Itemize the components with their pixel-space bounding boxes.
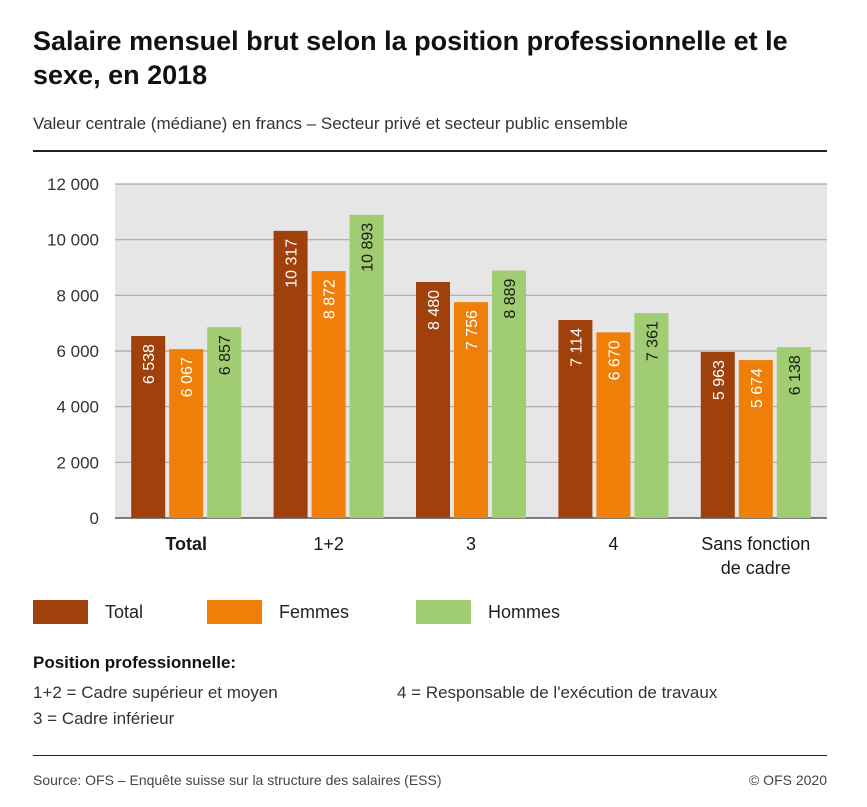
copyright-text: © OFS 2020 bbox=[748, 772, 827, 788]
bar bbox=[492, 270, 526, 518]
bar-value-label: 5 963 bbox=[711, 360, 728, 400]
legend-label-total: Total bbox=[105, 601, 144, 622]
x-tick-label: 4 bbox=[608, 534, 618, 554]
y-tick-label: 12 000 bbox=[47, 175, 99, 194]
bar-value-label: 6 857 bbox=[217, 335, 234, 375]
chart-subtitle: Valeur centrale (médiane) en francs – Se… bbox=[33, 114, 628, 133]
bar bbox=[416, 281, 450, 518]
legend-item-total: Total bbox=[33, 600, 143, 624]
legend-label-femmes: Femmes bbox=[279, 601, 350, 622]
bar-value-label: 7 756 bbox=[464, 310, 481, 350]
bar bbox=[700, 352, 735, 518]
bar bbox=[634, 313, 669, 518]
bar-value-label: 6 670 bbox=[606, 340, 623, 380]
source-text: Source: OFS – Enquête suisse sur la stru… bbox=[33, 772, 442, 788]
note-responsable: 4 = Responsable de l'exécution de travau… bbox=[397, 683, 718, 702]
bar-value-label: 6 138 bbox=[787, 355, 804, 395]
chart-title: Salaire mensuel brut selon la position p… bbox=[33, 26, 788, 90]
legend-swatch-hommes bbox=[416, 600, 471, 624]
bar bbox=[596, 332, 631, 518]
legend-label-hommes: Hommes bbox=[488, 601, 561, 622]
bar bbox=[311, 271, 346, 518]
notes-title: Position professionnelle: bbox=[33, 653, 237, 672]
bar bbox=[273, 230, 308, 518]
y-tick-label: 0 bbox=[90, 509, 99, 528]
bar-value-label: 5 674 bbox=[749, 368, 766, 408]
y-tick-label: 2 000 bbox=[56, 453, 99, 472]
bar bbox=[131, 336, 166, 518]
bar bbox=[558, 319, 593, 518]
bar bbox=[207, 327, 242, 518]
bar-value-label: 8 480 bbox=[426, 290, 443, 330]
x-tick-label: 1+2 bbox=[313, 534, 344, 554]
y-tick-label: 4 000 bbox=[56, 398, 99, 417]
top-divider bbox=[33, 150, 827, 152]
bar-value-label: 8 872 bbox=[322, 279, 339, 319]
bar-value-label: 10 317 bbox=[284, 239, 301, 288]
x-tick-label: Total bbox=[165, 534, 207, 554]
note-cadre-superieur: 1+2 = Cadre supérieur et moyen bbox=[33, 683, 278, 702]
notes-section: Position professionnelle: 1+2 = Cadre su… bbox=[33, 653, 833, 728]
legend-item-hommes: Hommes bbox=[416, 600, 560, 624]
bar-value-label: 7 361 bbox=[644, 321, 661, 361]
bar-value-label: 10 893 bbox=[360, 223, 377, 272]
note-cadre-inferieur: 3 = Cadre inférieur bbox=[33, 709, 175, 728]
bar bbox=[738, 360, 773, 518]
y-tick-label: 8 000 bbox=[56, 286, 99, 305]
bar-value-label: 6 067 bbox=[179, 357, 196, 397]
x-tick-label: Sans fonction bbox=[701, 534, 810, 554]
bar-value-label: 6 538 bbox=[141, 344, 158, 384]
x-tick-label: 3 bbox=[466, 534, 476, 554]
x-tick-label: de cadre bbox=[721, 558, 791, 578]
bar-value-label: 8 889 bbox=[502, 278, 519, 318]
legend-swatch-femmes bbox=[207, 600, 262, 624]
y-tick-label: 6 000 bbox=[56, 342, 99, 361]
legend-item-femmes: Femmes bbox=[207, 600, 349, 624]
legend-swatch-total bbox=[33, 600, 88, 624]
bar bbox=[454, 302, 488, 518]
y-tick-label: 10 000 bbox=[47, 231, 99, 250]
bar bbox=[169, 349, 204, 518]
bar-value-label: 7 114 bbox=[568, 328, 585, 367]
bottom-divider bbox=[33, 755, 827, 756]
bar bbox=[776, 347, 811, 518]
bar-chart: 0 2 000 4 000 6 000 8 000 10 000 12 000 6 538 6 … bbox=[47, 175, 827, 578]
bar bbox=[349, 214, 384, 518]
